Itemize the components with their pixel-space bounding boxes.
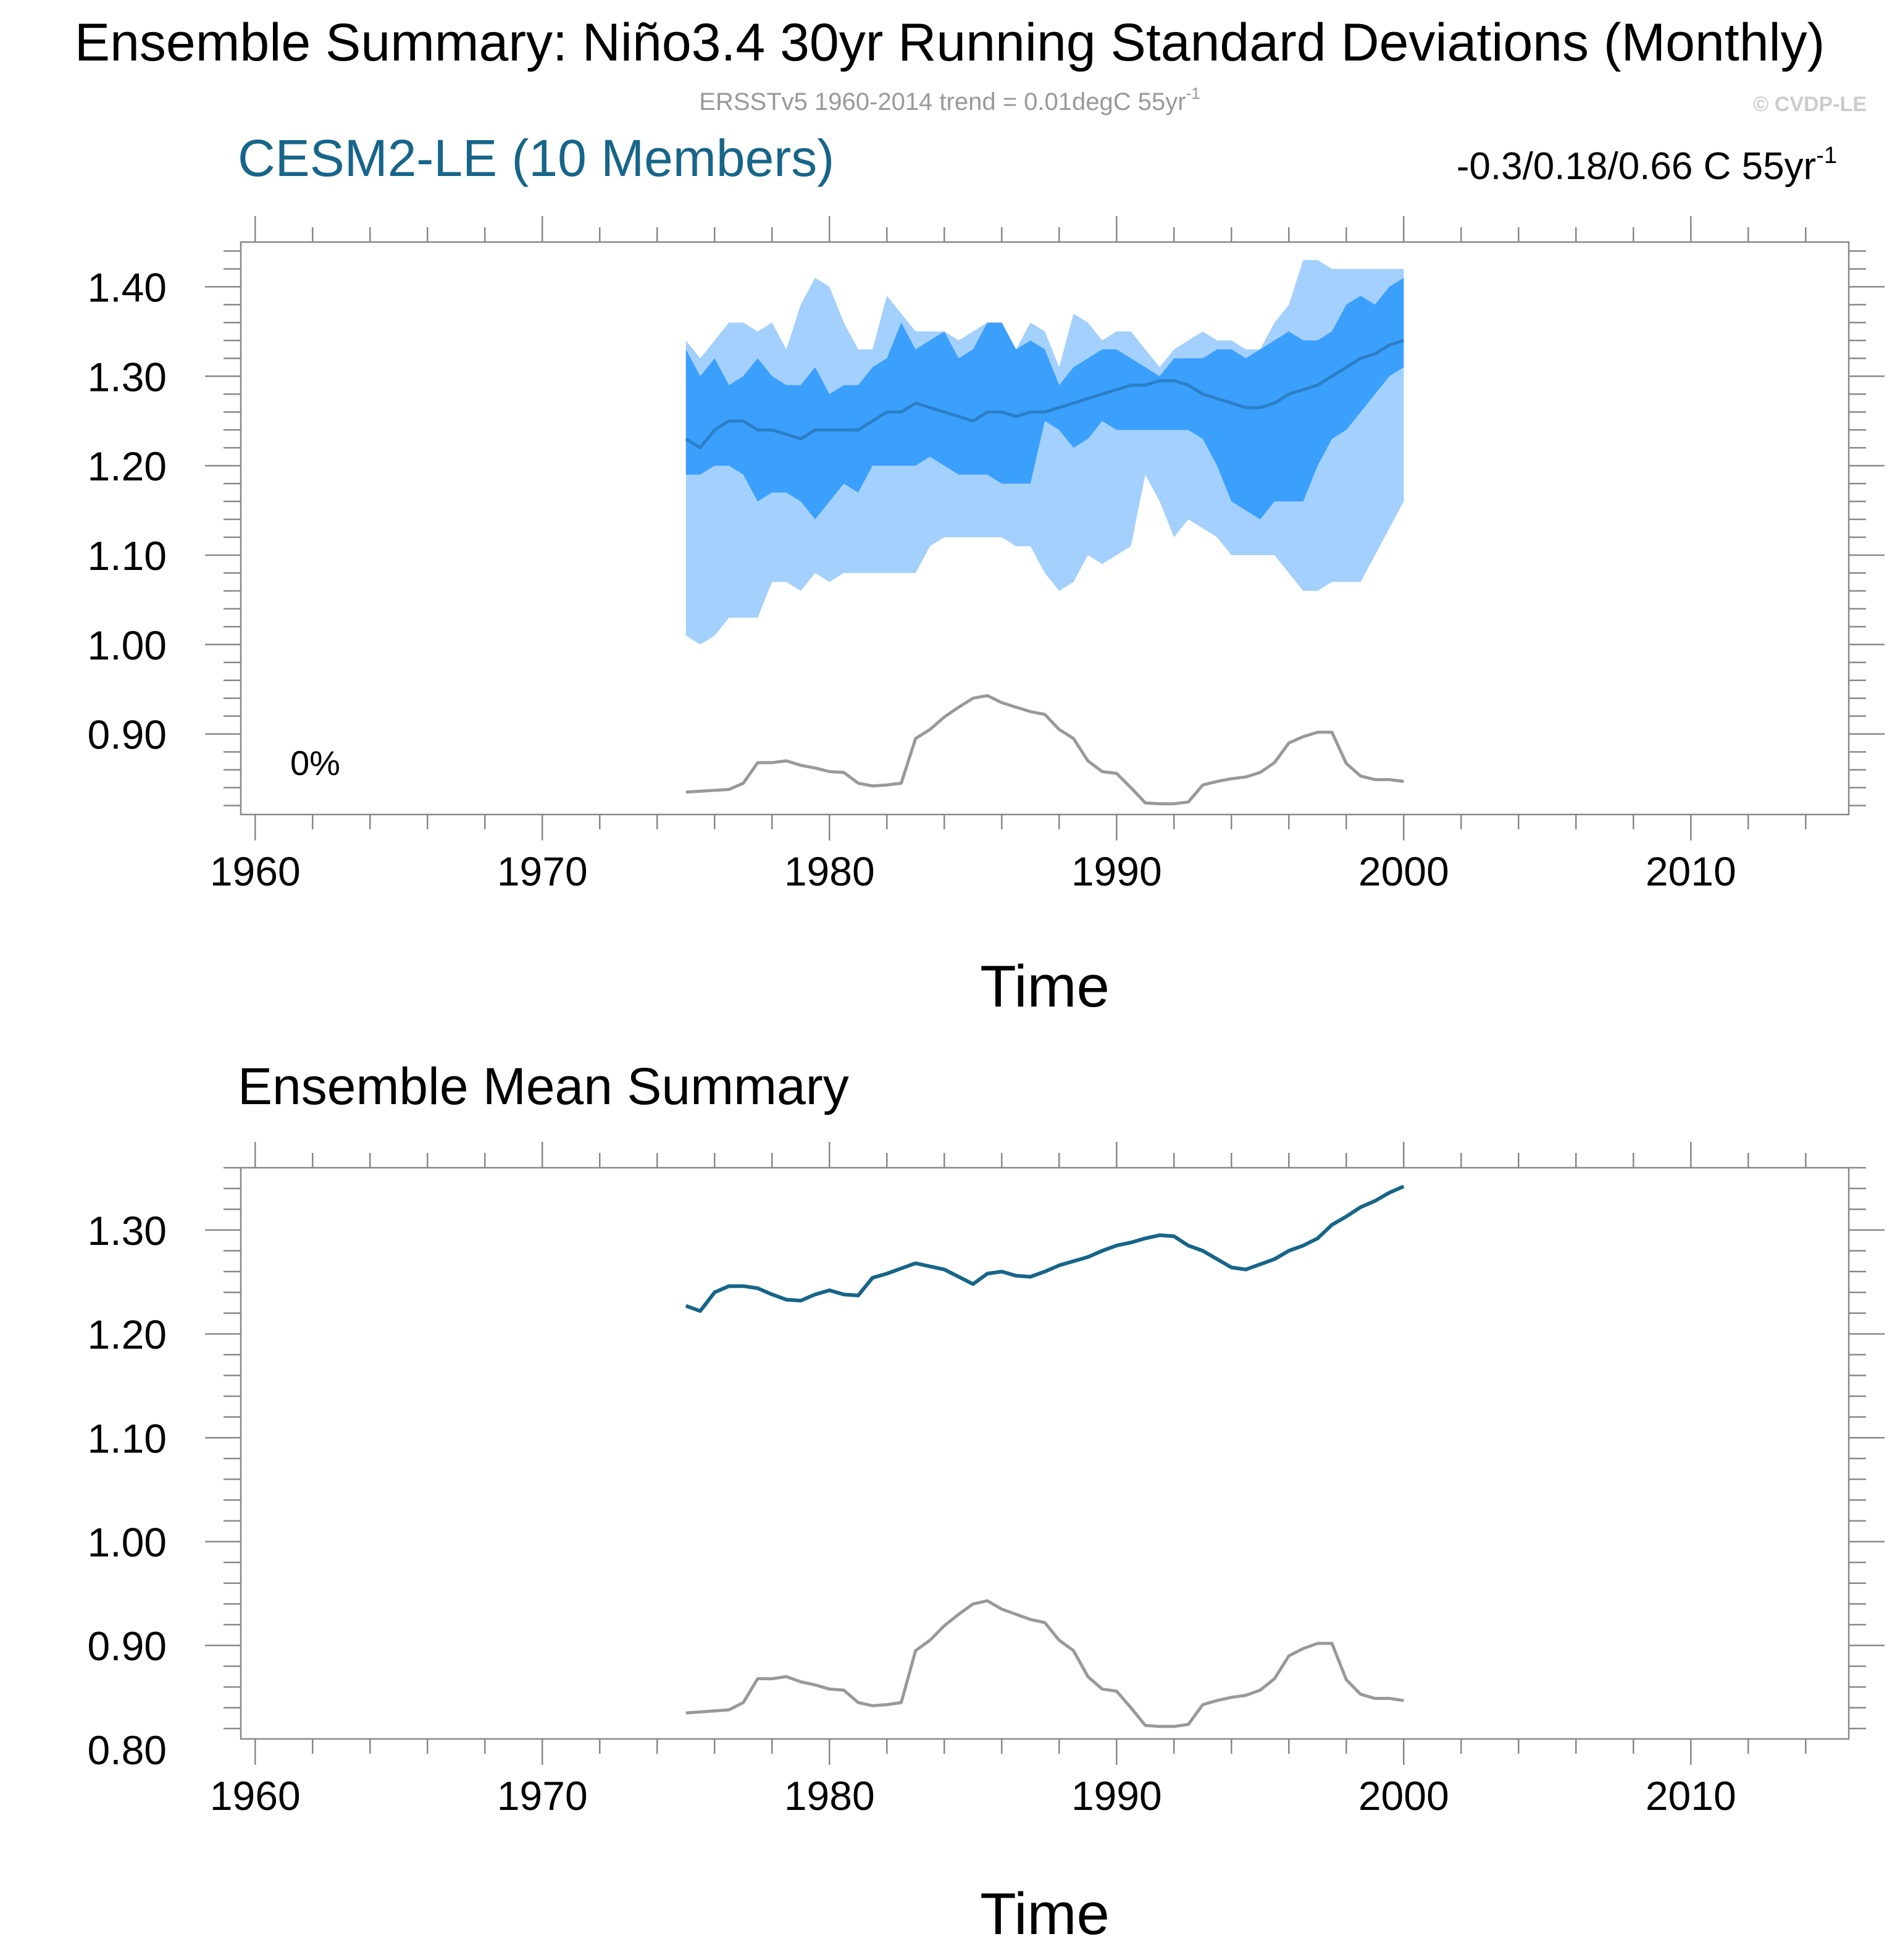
panel2-xtick-label: 2010 (1646, 1773, 1736, 1819)
panel2-xtick-label: 1960 (210, 1773, 301, 1819)
panel1-xtick-label: 2000 (1358, 848, 1449, 894)
panel1-tick-labels: 1960 1970 1980 1990 2000 2010 0.90 1.00 1.10 1.20… (88, 264, 1736, 894)
panel1-ytick-label: 1.00 (88, 622, 167, 668)
panel1-ytick-label: 1.20 (88, 443, 167, 489)
panel2-ytick-label: 0.80 (88, 1727, 167, 1773)
panel1-ytick-label: 1.40 (88, 264, 167, 310)
panel1-ytick-label: 1.30 (88, 354, 167, 400)
figure-title: Ensemble Summary: Niño3.4 30yr Running S… (75, 13, 1825, 72)
panel2-xtick-label: 2000 (1358, 1773, 1449, 1819)
panel2-ytick-label: 1.00 (88, 1519, 167, 1565)
panel1-xtick-label: 1970 (497, 848, 588, 894)
panel1-stats-text: -0.3/0.18/0.66 C 55yr (1457, 145, 1816, 188)
figure-subtitle: ERSSTv5 1960-2014 trend = 0.01degC 55yr-… (699, 84, 1200, 115)
panel2-frame (240, 1166, 1850, 1740)
panel1-ticks (205, 216, 1885, 840)
panel1-title: CESM2-LE (10 Members) (238, 129, 834, 187)
panel1-xtick-label: 2010 (1646, 848, 1736, 894)
panel2-ytick-label: 0.90 (88, 1623, 167, 1669)
panel1-ytick-label: 1.10 (88, 533, 167, 579)
panel2-xtick-label: 1990 (1071, 1773, 1162, 1819)
panel2-xlabel: Time (980, 1881, 1110, 1947)
subtitle-sup: -1 (1186, 84, 1200, 103)
panel2-xtick-label: 1970 (497, 1773, 588, 1819)
panel2-ytick-label: 1.20 (88, 1312, 167, 1357)
observations-line (685, 1599, 1404, 1728)
ensemble-mean-line (685, 338, 1405, 450)
panel1-xtick-label: 1980 (784, 848, 875, 894)
panel2-title: Ensemble Mean Summary (238, 1057, 849, 1115)
panel2-plot: 1960 1970 1980 1990 2000 2010 0.80 0.90 1.00 1.10… (88, 1142, 1885, 1819)
panel1-bands (685, 260, 1404, 645)
panel1-frame (240, 241, 1850, 816)
panel2-lines (685, 1184, 1405, 1728)
panel1-xtick-label: 1990 (1071, 848, 1162, 894)
inner-spread-band (685, 277, 1404, 519)
panel2-ticks (205, 1142, 1885, 1765)
panel1-ytick-label: 0.90 (88, 712, 167, 758)
observations-line (685, 693, 1404, 806)
panel1-stats: -0.3/0.18/0.66 C 55yr-1 (1457, 143, 1837, 188)
panel2-ytick-label: 1.10 (88, 1415, 167, 1461)
panel2-ytick-label: 1.30 (88, 1208, 167, 1254)
panel1-xtick-label: 1960 (210, 848, 301, 894)
subtitle-text: ERSSTv5 1960-2014 trend = 0.01degC 55yr (699, 88, 1186, 115)
panel1-xlabel: Time (980, 953, 1110, 1020)
panel1-stats-sup: -1 (1816, 143, 1837, 169)
panel2-xtick-label: 1980 (784, 1773, 875, 1819)
copyright-label: © CVDP-LE (1753, 93, 1867, 116)
panel2-tick-labels: 1960 1970 1980 1990 2000 2010 0.80 0.90 1.00 1.10… (88, 1208, 1736, 1819)
panel1-plot: 1960 1970 1980 1990 2000 2010 0.90 1.00 1.10 1.20… (88, 216, 1885, 894)
ensemble-mean-line (685, 1184, 1405, 1313)
panel1-percent-label: 0% (290, 743, 340, 782)
panel1-lines (685, 338, 1405, 806)
